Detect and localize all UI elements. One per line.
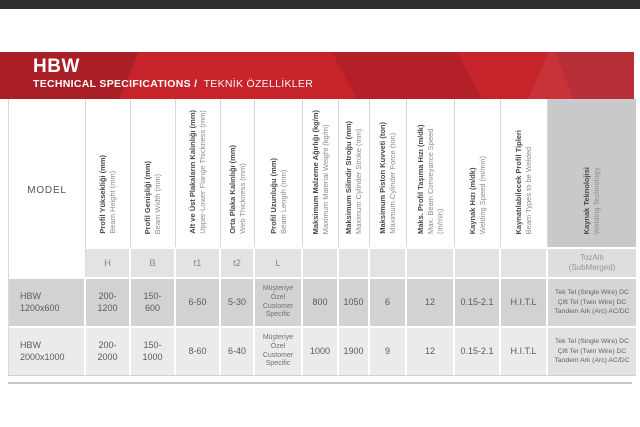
header-tr: Profil Genişliği (mm) bbox=[143, 160, 153, 234]
header-en: Beam Length (mm) bbox=[278, 169, 288, 234]
row1-welding-technology: Tek Tel (Single Wire) DC Çift Tel (Twin … bbox=[548, 277, 636, 326]
subheader-empty bbox=[455, 247, 501, 277]
row2-max-material-weight: 1000 bbox=[303, 326, 339, 375]
subheader-t2: t2 bbox=[221, 247, 255, 277]
row1-model: HBW 1200x600 bbox=[9, 277, 86, 326]
header-en: Web Thickness (mm) bbox=[237, 163, 247, 234]
header-tr: Maksimum Piston Kuvveti (ton) bbox=[378, 122, 388, 234]
header-tr: Kaynatılabilecek Profil Tipleri bbox=[514, 129, 524, 234]
subheader-H: H bbox=[86, 247, 131, 277]
header-en: Welding Technology bbox=[592, 167, 601, 234]
col-header-beam-length: Profil Uzunluğu (mm) Beam Length (mm) bbox=[255, 99, 303, 247]
row2-model: HBW 2000x1000 bbox=[9, 326, 86, 375]
model-label: MODEL bbox=[27, 184, 67, 196]
header-tr: Maksimum Malzeme Ağırlığı (kg/m) bbox=[310, 109, 320, 234]
row2-flange-thickness: 8-60 bbox=[176, 326, 221, 375]
subtitle-english: TECHNICAL SPECIFICATIONS / bbox=[33, 77, 198, 90]
header-en: Upper-Lower Flange Thickness (mm) bbox=[198, 110, 207, 234]
col-header-max-cylinder-stroke: Maksimum Silindir Stroğu (mm) Maximum Cyl… bbox=[339, 99, 370, 247]
row1-max-cylinder-force: 6 bbox=[370, 277, 407, 326]
row1-welding-speed: 0.15-2.1 bbox=[455, 277, 501, 326]
subheader-L: L bbox=[255, 247, 303, 277]
subheader-empty bbox=[407, 247, 455, 277]
row2-welding-speed: 0.15-2.1 bbox=[455, 326, 501, 375]
model-column-header: MODEL bbox=[9, 99, 86, 247]
spec-table: MODEL Profil Yüksekliği (mm) Beam Height … bbox=[8, 99, 636, 376]
row2-max-cylinder-stroke: 1900 bbox=[339, 326, 370, 375]
header-en: Max. Beam Conveyance Speed (m/min) bbox=[425, 128, 445, 234]
top-window-bar bbox=[0, 0, 640, 9]
row1-beam-width: 150-600 bbox=[131, 277, 176, 326]
header-tr: Alt ve Üst Plakaların Kalınlığı (mm) bbox=[188, 110, 198, 234]
col-header-beam-height: Profil Yüksekliği (mm) Beam Height (mm) bbox=[86, 99, 131, 247]
row1-beam-height: 200-1200 bbox=[86, 277, 131, 326]
header-tr: Profil Yüksekliği (mm) bbox=[98, 155, 108, 234]
row2-beam-width: 150-1000 bbox=[131, 326, 176, 375]
col-header-beam-width: Profil Genişliği (mm) Beam Width (mm) bbox=[131, 99, 176, 247]
footer-divider bbox=[8, 382, 632, 384]
col-header-welding-speed: Kaynak Hızı (m/dk) Welding Speed (m/min) bbox=[455, 99, 501, 247]
row1-max-cylinder-stroke: 1050 bbox=[339, 277, 370, 326]
row1-max-conveyance-speed: 12 bbox=[407, 277, 455, 326]
subheader-empty bbox=[303, 247, 339, 277]
subheader-empty bbox=[339, 247, 370, 277]
row2-beam-height: 200-2000 bbox=[86, 326, 131, 375]
header-tr: Orta Plaka Kalınlığı (mm) bbox=[227, 145, 237, 234]
header-en: Maximum Material Weight (kg/m) bbox=[320, 124, 330, 234]
row1-beam-length: Müşteriye Özel Customer Specific bbox=[255, 277, 303, 326]
col-header-welding-technology: Kaynak Teknolojisi Welding Technology bbox=[548, 99, 636, 247]
header-en: Beam Width (mm) bbox=[153, 173, 162, 234]
row2-max-cylinder-force: 9 bbox=[370, 326, 407, 375]
row1-web-thickness: 5-30 bbox=[221, 277, 255, 326]
header-tr: Kaynak Hızı (m/dk) bbox=[467, 167, 477, 234]
subheader-submerged: TozAltı (SubMerged) bbox=[548, 247, 636, 277]
row2-web-thickness: 6-40 bbox=[221, 326, 255, 375]
row2-max-conveyance-speed: 12 bbox=[407, 326, 455, 375]
header-en: Beam Types to be Welded bbox=[524, 146, 533, 234]
row2-welding-technology: Tek Tel (Single Wire) DC Çift Tel (Twin … bbox=[548, 326, 636, 375]
subheader-empty bbox=[501, 247, 548, 277]
header-tr: Kaynak Teknolojisi bbox=[582, 166, 592, 234]
header-en: Beam Height (mm) bbox=[108, 171, 117, 234]
header-en: Welding Speed (m/min) bbox=[477, 155, 487, 234]
subheader-B: B bbox=[131, 247, 176, 277]
subheader-model-cell bbox=[9, 247, 86, 277]
subheader-t1: t1 bbox=[176, 247, 221, 277]
header-en: Maximum Cylinder Force (ton) bbox=[388, 133, 397, 234]
row2-beam-length: Müşteriye Özel Customer Specific bbox=[255, 326, 303, 375]
col-header-web-thickness: Orta Plaka Kalınlığı (mm) Web Thickness (… bbox=[221, 99, 255, 247]
col-header-max-material-weight: Maksimum Malzeme Ağırlığı (kg/m) Maximum … bbox=[303, 99, 339, 247]
subheader-empty bbox=[370, 247, 407, 277]
header-en: Maximum Cylinder Stroke (mm) bbox=[354, 128, 363, 234]
banner: HBW TECHNICAL SPECIFICATIONS / TEKNİK ÖZ… bbox=[0, 52, 634, 99]
row2-beam-types: H.I.T.L bbox=[501, 326, 548, 375]
col-header-flange-thickness: Alt ve Üst Plakaların Kalınlığı (mm) Uppe… bbox=[176, 99, 221, 247]
header-tr: Profil Uzunluğu (mm) bbox=[268, 158, 278, 234]
row1-flange-thickness: 6-50 bbox=[176, 277, 221, 326]
page-subtitle: TECHNICAL SPECIFICATIONS / TEKNİK ÖZELLİ… bbox=[33, 78, 634, 90]
col-header-max-conveyance-speed: Maks. Profil Taşıma Hızı (m/dk) Max. Beam… bbox=[407, 99, 455, 247]
page-title: HBW bbox=[33, 56, 80, 77]
col-header-max-cylinder-force: Maksimum Piston Kuvveti (ton) Maximum Cyl… bbox=[370, 99, 407, 247]
subtitle-turkish: TEKNİK ÖZELLİKLER bbox=[203, 77, 314, 90]
header-tr: Maksimum Silindir Stroğu (mm) bbox=[344, 121, 354, 234]
header-tr: Maks. Profil Taşıma Hızı (m/dk) bbox=[415, 124, 425, 234]
col-header-beam-types: Kaynatılabilecek Profil Tipleri Beam Type… bbox=[501, 99, 548, 247]
row1-beam-types: H.I.T.L bbox=[501, 277, 548, 326]
row1-max-material-weight: 800 bbox=[303, 277, 339, 326]
